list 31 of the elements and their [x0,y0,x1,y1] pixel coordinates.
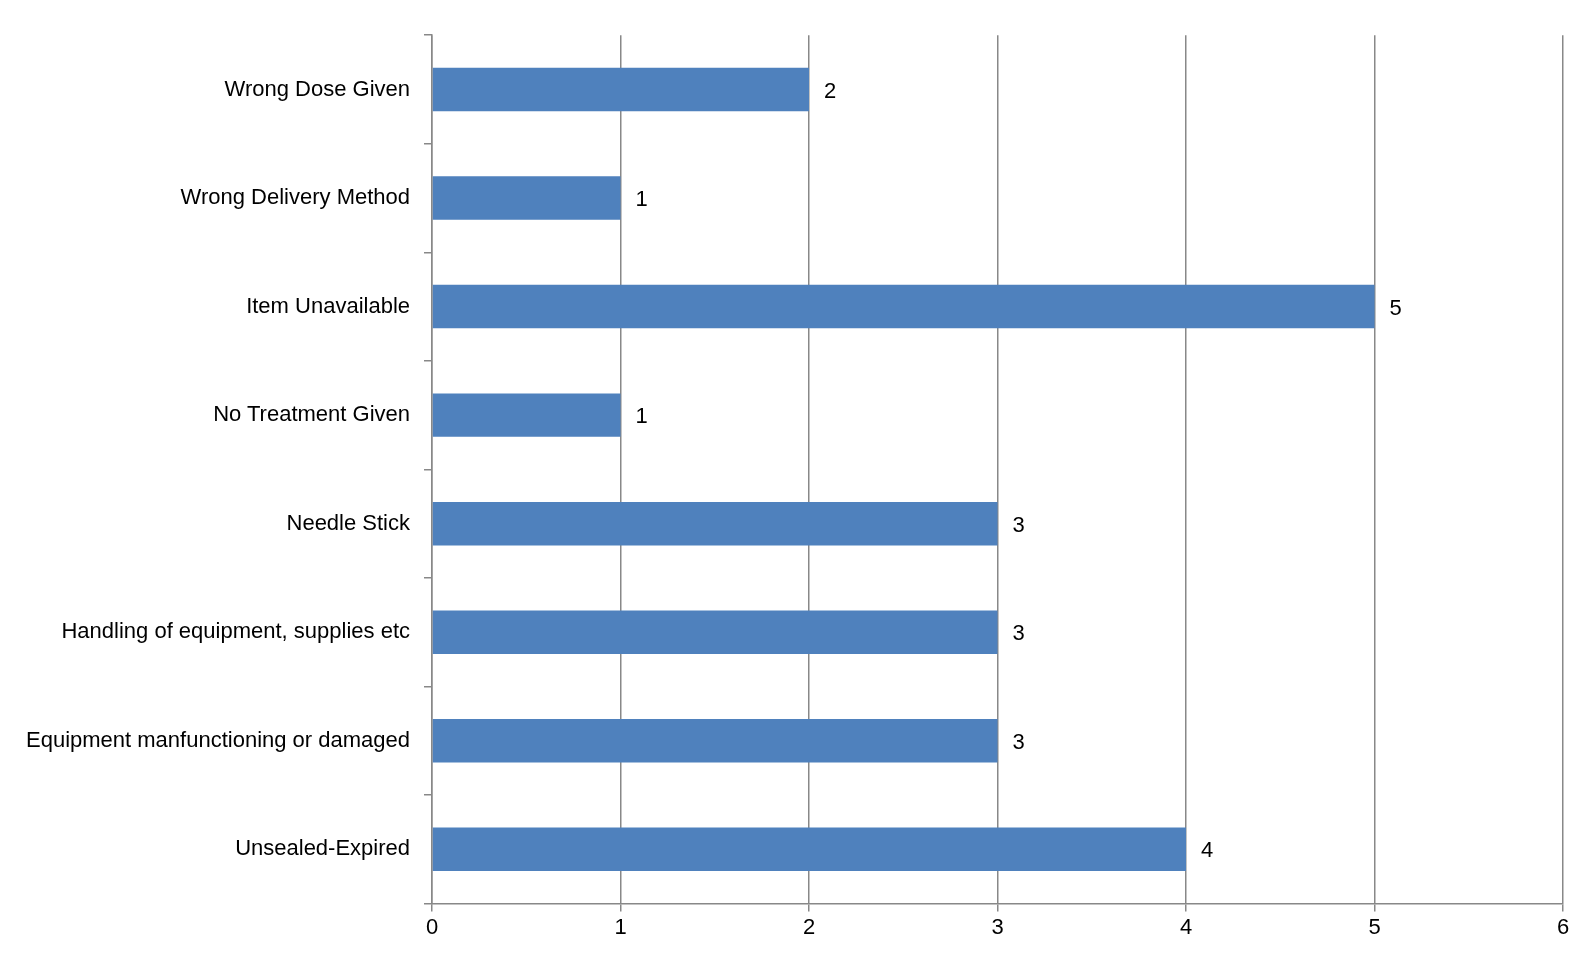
x-tick-label: 2 [802,913,816,939]
x-tick-label: 4 [1179,913,1193,939]
y-tick-label: Unsealed-Expired [235,835,411,861]
bar [432,610,998,654]
y-tick-label: Needle Stick [286,509,412,535]
bar [432,719,998,763]
data-label: 3 [1012,511,1025,537]
x-tick-label: 1 [614,913,627,939]
data-label: 3 [1012,728,1025,754]
data-label: 1 [635,186,648,212]
data-label: 1 [635,403,648,429]
x-tick-label: 5 [1368,913,1381,939]
x-tick-label: 6 [1556,913,1570,939]
data-label: 3 [1012,620,1025,646]
y-tick-label: Wrong Dose Given [224,75,411,101]
bar [432,393,621,437]
data-label: 2 [824,77,837,103]
y-tick-label: Equipment manfunctioning or damaged [25,726,411,752]
x-tick-label: 0 [425,913,439,939]
bar [432,67,810,112]
bar [432,827,1187,872]
x-tick-label: 3 [991,913,1004,939]
y-tick-label: Wrong Delivery Method [180,184,411,210]
bar [432,284,1375,329]
y-tick-label: Item Unavailable [246,292,411,318]
y-tick-label: No Treatment Given [213,401,411,427]
data-label: 4 [1201,837,1214,863]
y-tick-label: Handling of equipment, supplies etc [61,618,411,644]
bar [432,176,621,220]
bar [432,501,998,546]
data-label: 5 [1389,294,1402,320]
